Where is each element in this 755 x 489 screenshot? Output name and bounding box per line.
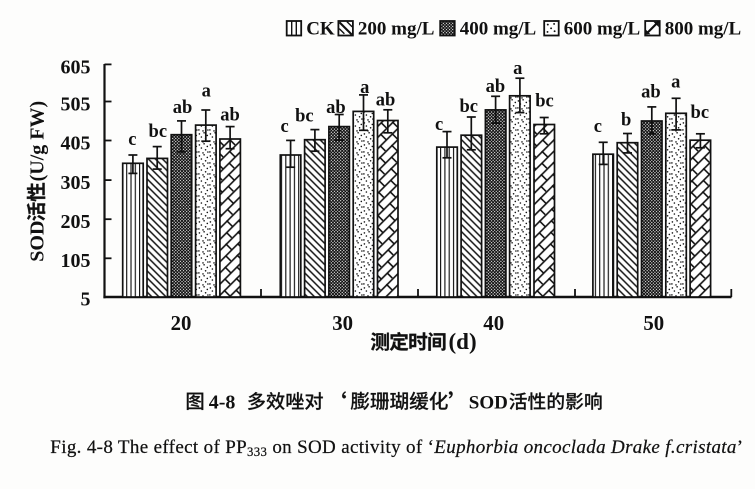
svg-text:600 mg/L: 600 mg/L xyxy=(564,19,641,40)
svg-text:a: a xyxy=(671,72,680,92)
svg-text:c: c xyxy=(435,115,443,135)
svg-text:SOD: SOD xyxy=(27,221,49,262)
svg-text:c: c xyxy=(594,117,602,137)
svg-text:SOD: SOD xyxy=(469,392,508,413)
svg-text:b: b xyxy=(621,110,631,130)
svg-text:5: 5 xyxy=(81,288,91,310)
svg-text:30: 30 xyxy=(332,312,353,335)
svg-text:40: 40 xyxy=(483,312,504,335)
svg-text:Fig. 4-8 The effect of PP333 o: Fig. 4-8 The effect of PP333 on SOD acti… xyxy=(50,437,743,459)
svg-text:405: 405 xyxy=(61,132,91,154)
svg-text:(d): (d) xyxy=(449,329,477,354)
svg-text:305: 305 xyxy=(61,172,91,194)
svg-text:ab: ab xyxy=(486,77,506,97)
svg-text:ab: ab xyxy=(173,98,193,118)
svg-text:ab: ab xyxy=(641,83,661,103)
svg-text:bc: bc xyxy=(459,97,478,117)
svg-text:400 mg/L: 400 mg/L xyxy=(460,19,537,40)
svg-text:bc: bc xyxy=(295,107,314,127)
svg-text:c: c xyxy=(280,117,288,137)
svg-text:bc: bc xyxy=(535,92,554,112)
svg-text:605: 605 xyxy=(61,56,91,78)
svg-text:800 mg/L: 800 mg/L xyxy=(665,19,742,40)
svg-text:c: c xyxy=(128,130,136,150)
svg-text:105: 105 xyxy=(61,250,91,272)
svg-text:20: 20 xyxy=(171,312,192,335)
svg-text:505: 505 xyxy=(61,93,91,115)
svg-text:4-8: 4-8 xyxy=(209,391,236,413)
svg-text:ab: ab xyxy=(326,98,346,118)
svg-text:bc: bc xyxy=(149,122,168,142)
svg-text:ab: ab xyxy=(220,106,240,126)
svg-text:a: a xyxy=(202,82,211,102)
svg-text:205: 205 xyxy=(61,211,91,233)
svg-text:(U/g FW): (U/g FW) xyxy=(27,101,49,182)
svg-text:bc: bc xyxy=(691,103,710,123)
svg-text:ab: ab xyxy=(376,91,396,111)
svg-text:a: a xyxy=(360,78,369,98)
svg-text:200 mg/L: 200 mg/L xyxy=(358,19,435,40)
svg-text:50: 50 xyxy=(643,312,664,335)
svg-text:a: a xyxy=(513,59,522,79)
svg-text:CK: CK xyxy=(306,19,335,40)
